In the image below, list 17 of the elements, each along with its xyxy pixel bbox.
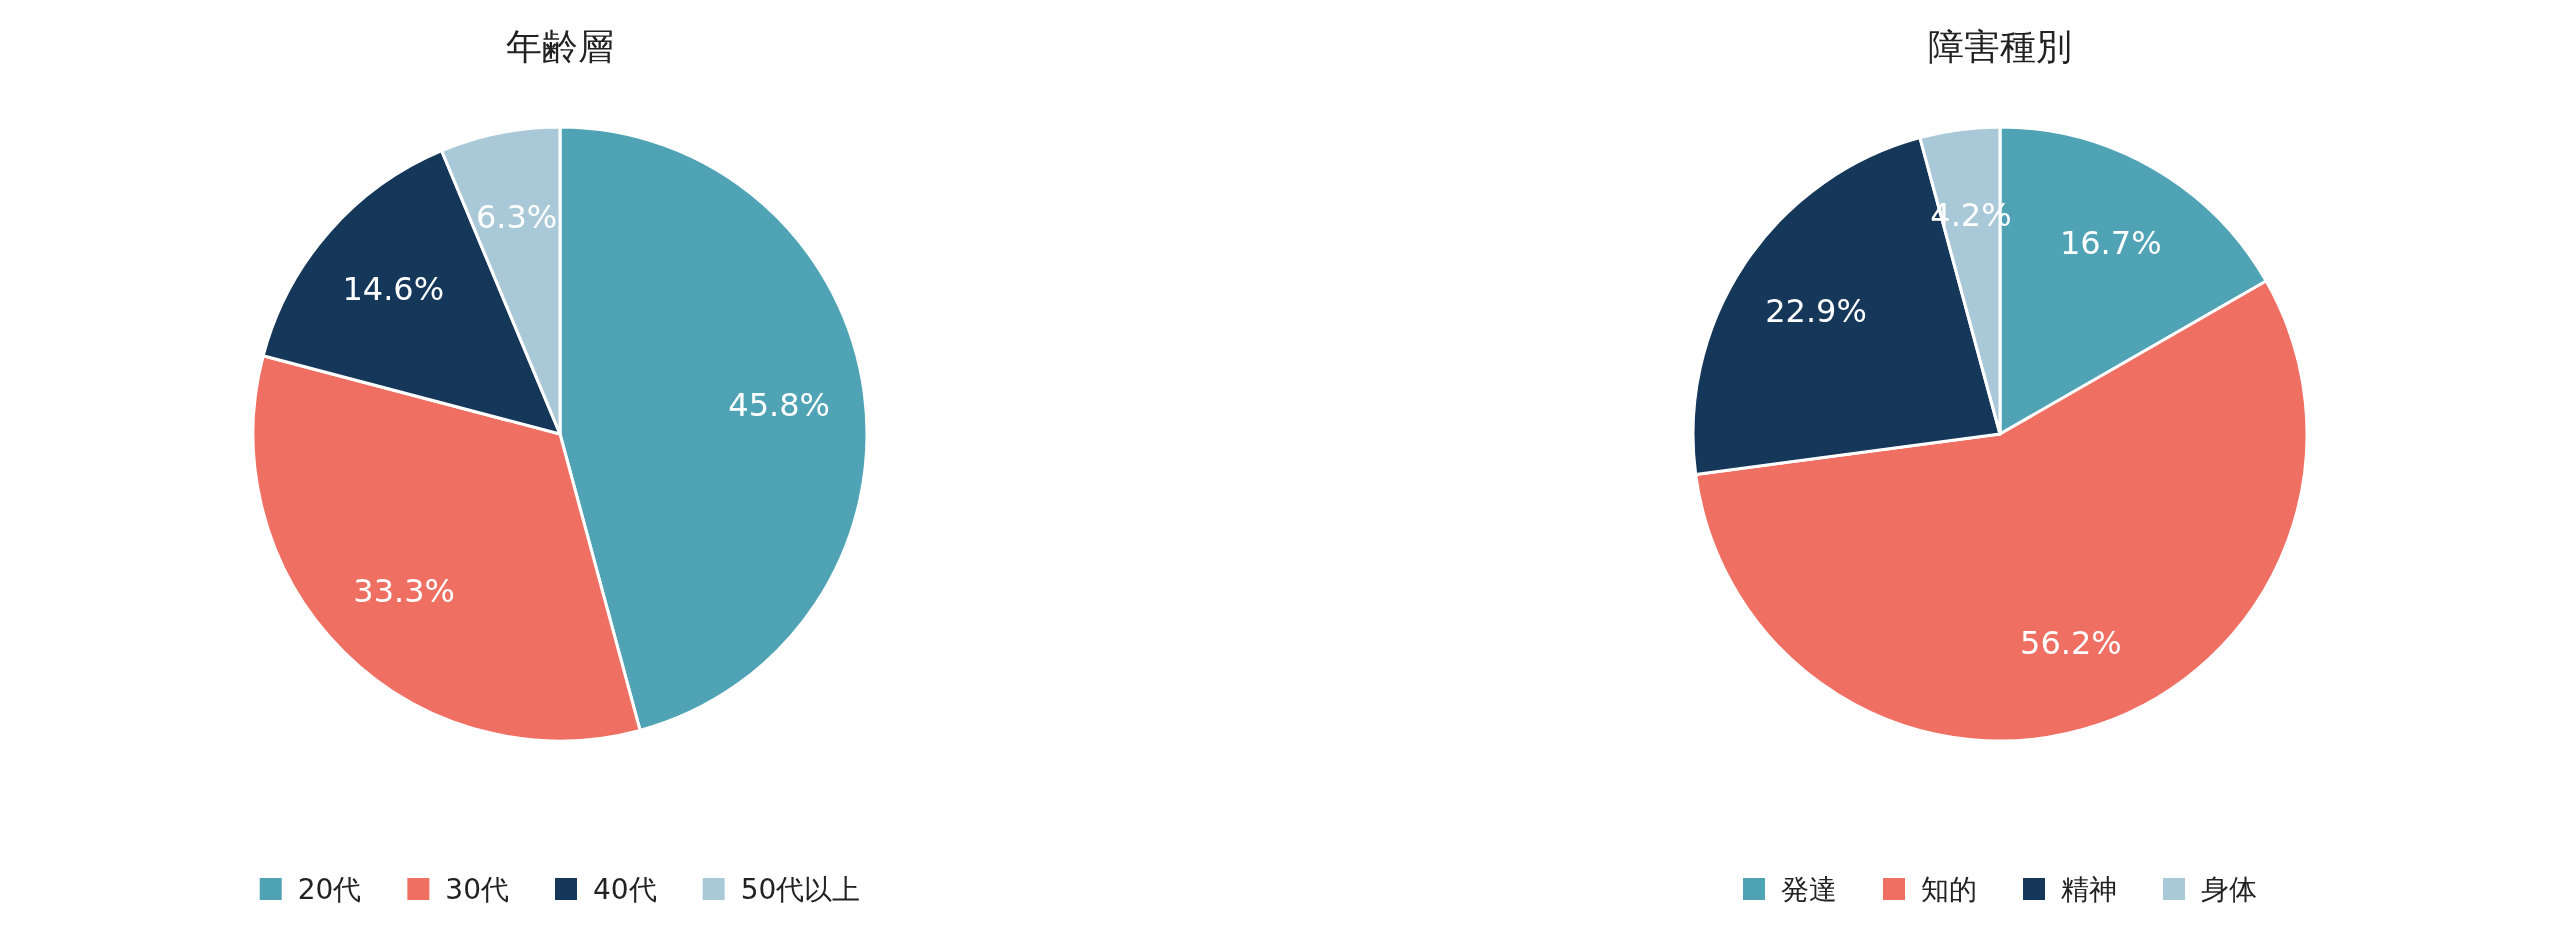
legend-label: 発達 bbox=[1781, 872, 1837, 906]
data-label: 22.9% bbox=[1765, 292, 1867, 331]
chart-title: 年齢層 bbox=[506, 25, 614, 67]
legend-label: 身体 bbox=[2201, 872, 2257, 906]
legend-label: 50代以上 bbox=[740, 872, 861, 906]
legend-label: 知的 bbox=[1921, 872, 1977, 906]
legend-label: 精神 bbox=[2061, 872, 2117, 906]
data-label: 14.6% bbox=[342, 269, 445, 308]
legend-label: 40代 bbox=[593, 872, 657, 906]
legend-label: 20代 bbox=[297, 872, 362, 906]
legend-label: 30代 bbox=[445, 872, 509, 906]
data-label: 45.8% bbox=[728, 385, 830, 424]
data-label: 56.2% bbox=[2020, 624, 2122, 663]
data-label: 16.7% bbox=[2059, 223, 2162, 262]
data-label: 33.3% bbox=[353, 571, 456, 610]
chart-title: 障害種別 bbox=[1928, 25, 2072, 67]
data-label: 6.3% bbox=[475, 198, 558, 237]
